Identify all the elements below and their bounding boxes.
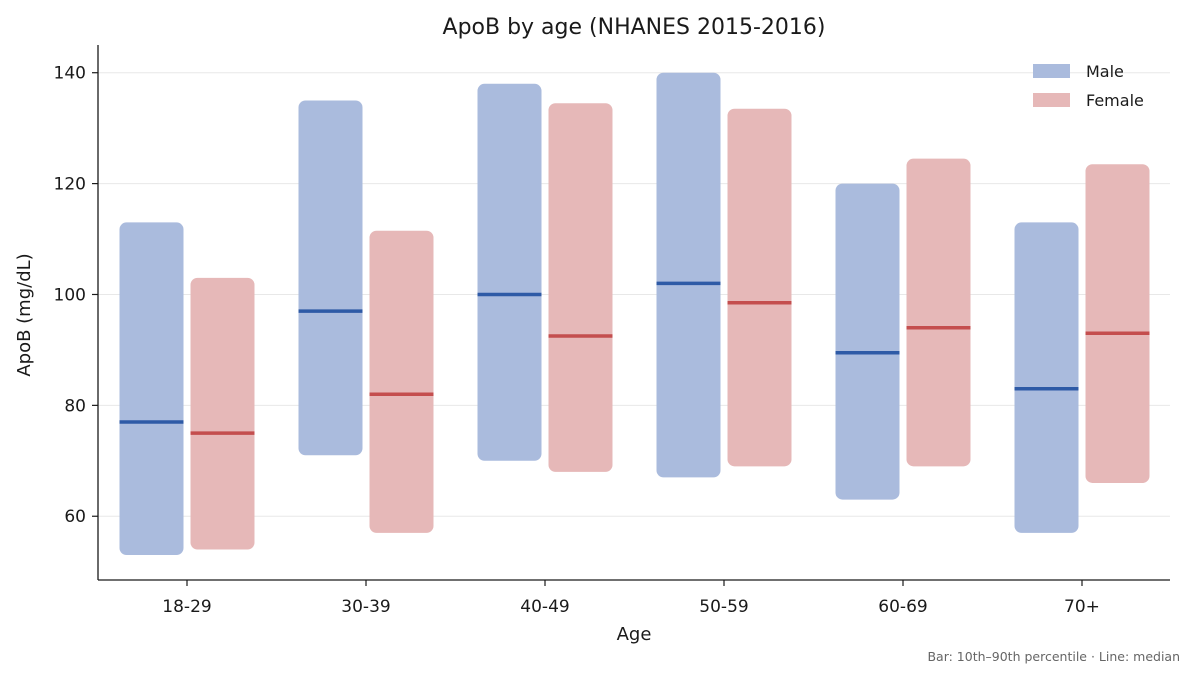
x-tick-label: 40-49 bbox=[520, 597, 569, 617]
chart-title: ApoB by age (NHANES 2015-2016) bbox=[443, 15, 826, 40]
x-tick-label: 18-29 bbox=[162, 597, 211, 617]
x-tick-label: 60-69 bbox=[878, 597, 927, 617]
legend-label-male: Male bbox=[1086, 62, 1124, 81]
x-ticks: 18-29 30-39 40-49 50-59 60-69 70+ bbox=[162, 580, 1100, 617]
bar-male bbox=[298, 100, 363, 456]
bar-female bbox=[369, 230, 434, 533]
bars-group bbox=[119, 72, 1150, 556]
axes-group bbox=[97, 45, 1170, 581]
legend-label-female: Female bbox=[1086, 91, 1144, 110]
bar-male bbox=[119, 222, 184, 556]
y-tick-label: 120 bbox=[54, 175, 86, 195]
bar-male bbox=[835, 183, 900, 500]
x-tick-label: 70+ bbox=[1064, 597, 1100, 617]
legend-swatch-male bbox=[1033, 64, 1070, 78]
x-tick-label: 50-59 bbox=[699, 597, 748, 617]
bar-female bbox=[906, 158, 971, 467]
gridlines bbox=[98, 72, 1170, 517]
bar-male bbox=[1014, 222, 1079, 533]
y-tick-label: 140 bbox=[54, 64, 86, 84]
bar-female bbox=[548, 103, 613, 472]
x-tick-label: 30-39 bbox=[341, 597, 390, 617]
legend: Male Female bbox=[1033, 62, 1144, 110]
x-axis-label: Age bbox=[617, 624, 652, 645]
y-tick-label: 60 bbox=[64, 507, 86, 527]
bar-female bbox=[1085, 164, 1150, 483]
footnote: Bar: 10th–90th percentile · Line: median bbox=[927, 649, 1180, 664]
bar-female bbox=[727, 108, 792, 467]
bar-female bbox=[190, 277, 255, 550]
y-ticks: 60 80 100 120 140 bbox=[54, 64, 98, 527]
legend-swatch-female bbox=[1033, 93, 1070, 107]
y-tick-label: 80 bbox=[64, 396, 86, 416]
y-axis-label: ApoB (mg/dL) bbox=[14, 253, 35, 376]
bar-male bbox=[656, 72, 721, 478]
y-tick-label: 100 bbox=[54, 285, 86, 305]
bar-male bbox=[477, 83, 542, 461]
